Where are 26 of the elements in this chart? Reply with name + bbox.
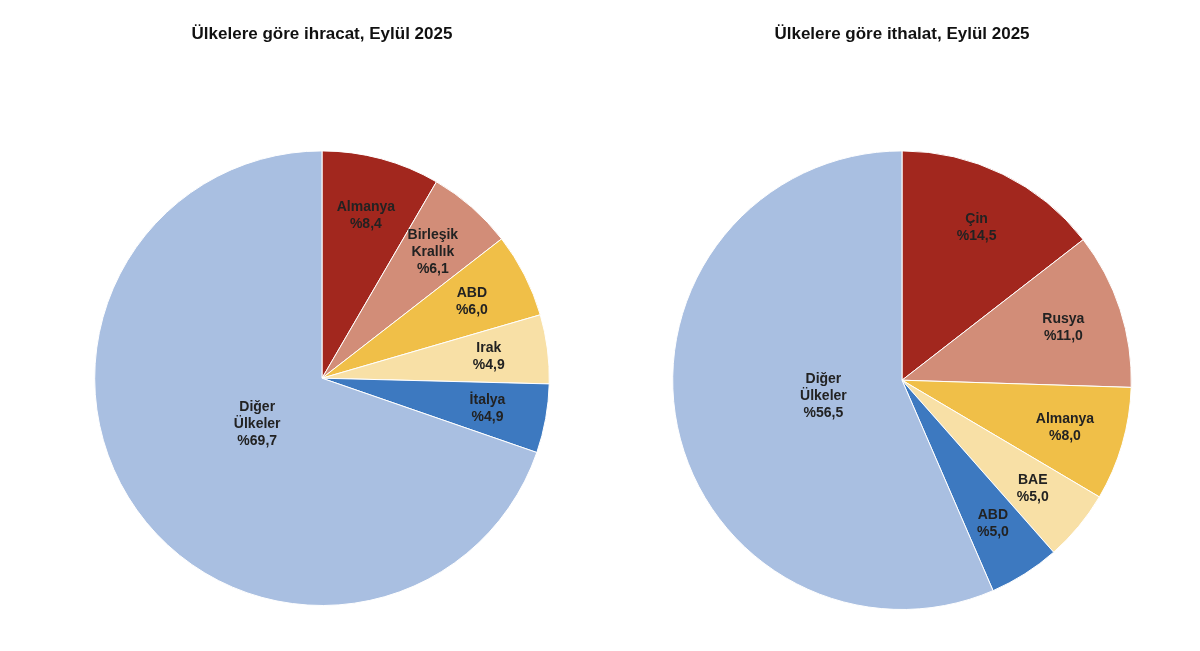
slice-label: Rusya	[1042, 310, 1085, 327]
slice-label: ABD	[456, 284, 488, 301]
data-label: %5,0	[1016, 487, 1049, 504]
data-label: %6,1	[416, 259, 449, 276]
slice-label: Çin	[965, 210, 988, 227]
slice-label: Diğer Ülkeler	[800, 370, 848, 404]
data-label: %56,5	[803, 404, 844, 421]
slice-label: Diğer Ülkeler	[233, 398, 282, 432]
slice-label: İtalya	[469, 390, 506, 407]
slice-label: Irak	[476, 338, 502, 355]
data-label: %8,4	[349, 215, 383, 232]
slice-label: Almanya	[1035, 409, 1095, 426]
data-label: %11,0	[1043, 327, 1084, 344]
chart-title: Ülkelere göre ihracat, Eylül 2025	[191, 23, 453, 43]
data-label: %6,0	[455, 301, 489, 318]
slice-label: Almanya	[336, 198, 396, 215]
slice-label: BAE	[1017, 470, 1048, 487]
data-label: %5,0	[976, 522, 1010, 539]
chart-title: Ülkelere göre ithalat, Eylül 2025	[774, 23, 1030, 43]
slice-label: ABD	[977, 505, 1009, 522]
data-label: %14,5	[956, 227, 997, 244]
slice-label: Birleşik Krallık	[407, 225, 459, 259]
data-label: %69,7	[237, 432, 278, 449]
data-label: %4,9	[471, 407, 504, 424]
data-label: %4,9	[472, 355, 505, 372]
data-label: %8,0	[1048, 426, 1082, 443]
